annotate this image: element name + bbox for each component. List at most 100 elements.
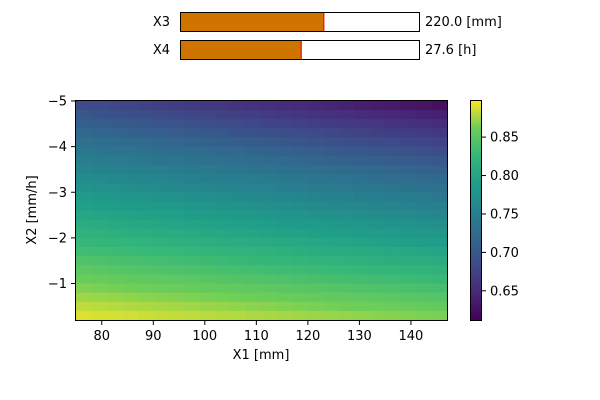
heatmap-cell [338,210,355,221]
heatmap-cell [184,237,201,248]
heatmap-cell [276,210,294,221]
heatmap-cell [199,274,216,285]
heatmap-cell [153,119,170,129]
heatmap-cell [91,164,108,175]
heatmap-cell [153,201,170,212]
heatmap-cell [400,301,417,312]
heatmap-cell [338,164,355,175]
heatmap-cell [230,210,247,221]
heatmap-cell [369,292,386,303]
heatmap-cell [261,119,278,129]
heatmap-cell [168,146,185,157]
heatmap-cell [106,274,123,285]
heatmap-cell [91,192,108,202]
heatmap-cell [153,210,170,221]
heatmap-cell [323,119,340,129]
heatmap-cell [307,119,324,129]
heatmap-cell [91,219,108,230]
heatmap-cell [184,228,201,239]
slider-x3-value: 220.0 [mm] [425,15,502,30]
heatmap-cell [76,256,93,266]
heatmap-cell [369,101,386,111]
heatmap-cell [307,283,324,294]
heatmap-cell [307,310,324,321]
heatmap-cell [276,137,294,148]
heatmap-cell [431,256,448,266]
heatmap-cell [230,183,247,193]
heatmap-cell [385,119,402,129]
heatmap-cell [91,128,108,139]
heatmap-cell [215,119,232,129]
colorbar [470,100,482,321]
heatmap-cell [184,219,201,230]
heatmap-cell [199,183,216,193]
heatmap-cell [400,146,417,157]
heatmap-cell [199,265,216,275]
heatmap-cell [416,210,433,221]
heatmap-cell [307,301,324,312]
heatmap-cell [184,310,201,321]
heatmap-cell [184,137,201,148]
heatmap-cell [76,310,93,321]
heatmap-cell [354,192,371,202]
heatmap-cell [168,256,185,266]
heatmap-cell [76,155,93,166]
heatmap-cell [168,237,185,248]
heatmap-cell [230,119,247,129]
heatmap-cell [354,274,371,285]
heatmap-cell [400,164,417,175]
heatmap-cell [137,146,154,157]
heatmap-cell [246,146,263,157]
heatmap-cell [76,301,93,312]
slider-x3[interactable]: X3 220.0 [mm] [153,12,502,32]
heatmap-cell [292,256,309,266]
heatmap-cell [230,137,247,148]
heatmap-cell [106,174,123,184]
x-tick-label: 100 [192,329,217,344]
heatmap-cell [431,237,448,248]
heatmap-cell [276,219,294,230]
heatmap-cell [153,292,170,303]
heatmap-cell [292,146,309,157]
heatmap-cell [184,146,201,157]
heatmap-cell [76,164,93,175]
heatmap-cell [153,146,170,157]
heatmap-cell [338,201,355,212]
heatmap-cell [246,283,263,294]
heatmap-cell [199,301,216,312]
heatmap-cell [385,110,402,120]
heatmap-cell [122,155,139,166]
heatmap-cell [230,265,247,275]
heatmap-cell [292,119,309,129]
heatmap-cell [76,183,93,193]
heatmap-cell [168,183,185,193]
x-tick-label: 90 [145,329,162,344]
heatmap-cell [76,219,93,230]
heatmap-cell [106,247,123,257]
heatmap-cell [369,274,386,285]
heatmap-cell [431,183,448,193]
heatmap-cell [369,310,386,321]
heatmap-cell [354,119,371,129]
heatmap-cell [168,137,185,148]
heatmap-cell [122,101,139,111]
heatmap-cell [261,164,278,175]
heatmap-cell [122,310,139,321]
heatmap-cell [199,128,216,139]
heatmap-cell [76,274,93,285]
heatmap-cell [106,265,123,275]
heatmap-cell [106,301,123,312]
heatmap-cell [338,228,355,239]
heatmap-cell [369,164,386,175]
heatmap-cell [122,164,139,175]
heatmap-cell [106,237,123,248]
heatmap-cell [91,301,108,312]
heatmap-cell [354,292,371,303]
heatmap-cell [122,210,139,221]
heatmap-cell [153,128,170,139]
slider-x4[interactable]: X4 27.6 [h] [153,40,477,60]
heatmap-cell [168,174,185,184]
heatmap-cell [431,210,448,221]
heatmap-cell [431,192,448,202]
heatmap-cell [369,155,386,166]
